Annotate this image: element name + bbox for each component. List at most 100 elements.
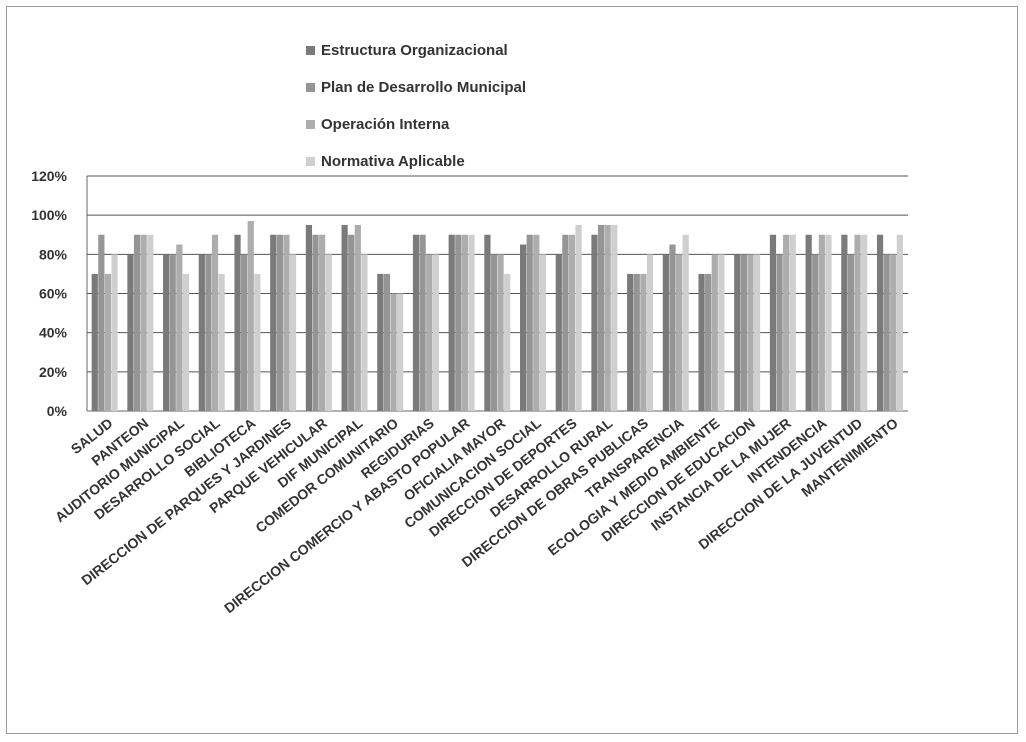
- bar: [127, 254, 134, 411]
- bar: [533, 234, 540, 411]
- bar: [662, 254, 669, 411]
- bar: [147, 234, 154, 411]
- bar: [611, 224, 618, 411]
- bar: [461, 234, 469, 411]
- y-tick-label: 0%: [47, 403, 68, 419]
- chart-legend: Estructura Organizacional Plan de Desarr…: [306, 32, 526, 180]
- bar: [769, 234, 777, 411]
- bar: [627, 273, 634, 411]
- legend-item-normativa: Normativa Aplicable: [306, 143, 526, 180]
- bar: [270, 234, 277, 411]
- bar: [325, 254, 332, 411]
- bar: [176, 244, 183, 411]
- bar: [555, 254, 562, 411]
- bar: [718, 254, 725, 411]
- bar: [91, 273, 98, 411]
- bar: [783, 234, 790, 411]
- bar: [847, 254, 855, 411]
- bar: [241, 254, 248, 411]
- bar: [111, 254, 118, 411]
- bar: [876, 234, 884, 411]
- y-tick-label: 80%: [39, 246, 68, 262]
- bar: [312, 234, 319, 411]
- bar: [163, 254, 170, 411]
- bar: [383, 273, 391, 411]
- bar: [484, 234, 491, 411]
- bar: [753, 254, 761, 411]
- bar: [305, 224, 313, 411]
- bar: [747, 254, 754, 411]
- bar: [854, 234, 861, 411]
- bar: [675, 254, 683, 411]
- bar: [448, 234, 455, 411]
- legend-swatch: [306, 120, 315, 129]
- bar: [646, 254, 654, 411]
- y-tick-label: 40%: [39, 325, 68, 341]
- bar: [390, 293, 397, 411]
- bar: [198, 254, 205, 411]
- bar: [468, 234, 475, 411]
- bar: [740, 254, 747, 411]
- bar: [432, 254, 439, 411]
- bar: [883, 254, 890, 411]
- bar: [377, 273, 384, 411]
- bar: [341, 224, 348, 411]
- bar: [354, 224, 361, 411]
- bar: [283, 234, 290, 411]
- bar: [319, 234, 326, 411]
- bar: [419, 234, 426, 411]
- bar: [776, 254, 783, 411]
- bar: [412, 234, 420, 411]
- bar: [669, 244, 676, 411]
- bar: [211, 234, 219, 411]
- bar: [812, 254, 819, 411]
- bar: [562, 234, 569, 411]
- legend-item-estructura: Estructura Organizacional: [306, 32, 526, 69]
- bar: [825, 234, 832, 411]
- bar: [169, 254, 176, 411]
- bar: [234, 234, 241, 411]
- bar: [896, 234, 903, 411]
- bar: [455, 234, 462, 411]
- bar: [640, 273, 647, 411]
- legend-label: Plan de Desarrollo Municipal: [321, 79, 527, 96]
- bar: [218, 273, 225, 411]
- bar: [734, 254, 741, 411]
- bar: [805, 234, 812, 411]
- bar: [98, 234, 105, 411]
- bar: [711, 254, 718, 411]
- y-tick-label: 20%: [39, 364, 68, 380]
- bar: [397, 293, 404, 411]
- bar: [818, 234, 825, 411]
- bar: [526, 234, 533, 411]
- bar: [140, 234, 147, 411]
- bar: [604, 224, 611, 411]
- bar: [705, 273, 712, 411]
- bar: [361, 254, 368, 411]
- bar: [504, 273, 511, 411]
- bar: [519, 244, 527, 411]
- bar: [104, 273, 112, 411]
- bar: [861, 234, 868, 411]
- legend-label: Estructura Organizacional: [321, 42, 508, 59]
- bar: [698, 273, 705, 411]
- bar: [497, 254, 504, 411]
- bar: [591, 234, 598, 411]
- bar: [789, 234, 796, 411]
- bar: [575, 224, 582, 411]
- bar: [539, 254, 546, 411]
- y-tick-label: 120%: [31, 168, 67, 184]
- legend-swatch: [306, 157, 315, 166]
- bar: [276, 234, 283, 411]
- y-tick-label: 60%: [39, 286, 68, 302]
- bar: [205, 254, 212, 411]
- bar: [133, 234, 141, 411]
- bar: [490, 254, 498, 411]
- bar: [247, 221, 254, 411]
- legend-swatch: [306, 46, 315, 55]
- legend-label: Operación Interna: [321, 116, 450, 133]
- bar: [568, 234, 576, 411]
- bar: [841, 234, 848, 411]
- bar: [348, 234, 355, 411]
